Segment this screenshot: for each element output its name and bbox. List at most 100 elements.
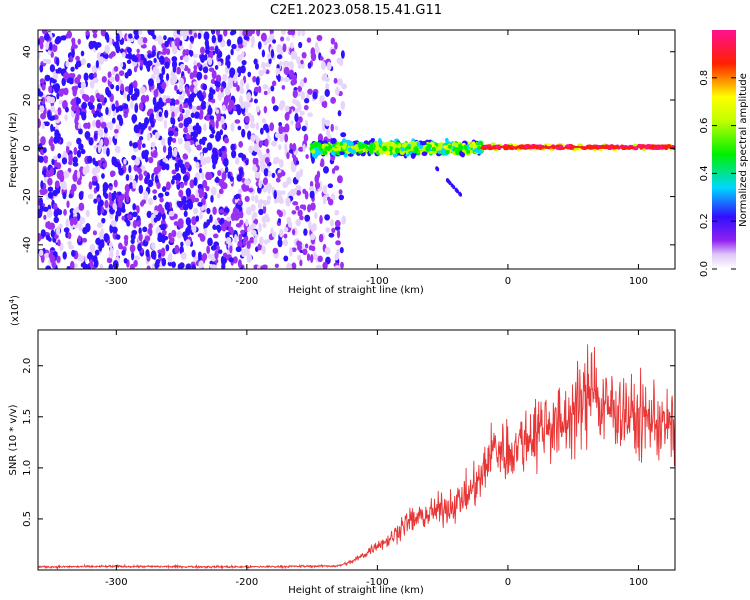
heatmap-cell bbox=[50, 126, 57, 132]
heatmap-cell bbox=[410, 152, 416, 159]
heatmap-cell bbox=[117, 105, 124, 112]
y-tick-label: 2.0 bbox=[22, 358, 33, 374]
colorbar-tick-label: 0.4 bbox=[699, 165, 710, 181]
heatmap-cell bbox=[214, 64, 219, 70]
heatmap-cell bbox=[177, 137, 183, 145]
heatmap-cell bbox=[297, 30, 301, 37]
heatmap-cell bbox=[42, 206, 49, 212]
heatmap-cell bbox=[78, 222, 83, 232]
heatmap-cell bbox=[121, 249, 126, 256]
heatmap-cell bbox=[598, 146, 603, 149]
heatmap-cell bbox=[114, 100, 119, 108]
heatmap-cell bbox=[44, 33, 50, 41]
heatmap-cell bbox=[236, 107, 242, 116]
heatmap-cell bbox=[238, 167, 244, 177]
heatmap-cell bbox=[120, 62, 124, 68]
heatmap-cell bbox=[112, 260, 119, 269]
heatmap-cell bbox=[134, 174, 139, 182]
heatmap-cell bbox=[191, 224, 197, 234]
snr-panel: -300 -200 -100 0 100 0.5 1.0 1.5 2.0 Height of … bbox=[8, 295, 676, 596]
heatmap-cell bbox=[167, 261, 172, 267]
heatmap-cell bbox=[97, 203, 102, 213]
heatmap-cell bbox=[113, 136, 118, 146]
heatmap-cell bbox=[431, 146, 437, 152]
heatmap-cell bbox=[370, 138, 375, 142]
heatmap-cell bbox=[174, 106, 180, 114]
heatmap-cell bbox=[112, 226, 118, 234]
heatmap-cell bbox=[190, 112, 195, 118]
heatmap-cell bbox=[64, 114, 68, 121]
heatmap-cell bbox=[540, 146, 545, 149]
heatmap-cell bbox=[161, 81, 167, 90]
heatmap-cell bbox=[131, 229, 138, 236]
heatmap-cell bbox=[281, 30, 286, 35]
heatmap-cell bbox=[125, 174, 130, 182]
heatmap-cell bbox=[227, 171, 231, 179]
heatmap-cell bbox=[335, 86, 340, 96]
heatmap-cell bbox=[206, 172, 213, 181]
heatmap-cell bbox=[466, 149, 471, 155]
heatmap-cell bbox=[240, 101, 246, 109]
heatmap-cell bbox=[261, 215, 267, 223]
heatmap-cell bbox=[258, 208, 264, 216]
heatmap-cell bbox=[333, 165, 340, 171]
heatmap-cell bbox=[322, 150, 328, 156]
heatmap-cell bbox=[230, 143, 236, 151]
heatmap-cell bbox=[173, 221, 179, 226]
heatmap-cell bbox=[177, 218, 184, 227]
heatmap-cell bbox=[214, 45, 219, 55]
heatmap-cell bbox=[212, 224, 217, 230]
heatmap-cell bbox=[183, 126, 189, 134]
heatmap-cell bbox=[97, 128, 104, 138]
heatmap-cell bbox=[240, 78, 245, 88]
heatmap-cell bbox=[278, 210, 283, 218]
heatmap-cell bbox=[128, 174, 133, 181]
heatmap-cell bbox=[244, 115, 250, 124]
heatmap-cell bbox=[218, 188, 224, 195]
heatmap-cell bbox=[299, 259, 303, 267]
heatmap-cell bbox=[54, 109, 58, 115]
heatmap-cell bbox=[136, 205, 140, 214]
heatmap-cell bbox=[110, 192, 116, 202]
heatmap-cell bbox=[163, 35, 167, 41]
heatmap-cell bbox=[377, 140, 383, 146]
heatmap-cell bbox=[150, 120, 155, 128]
x-tick-label: 0 bbox=[505, 577, 511, 588]
heatmap-cell bbox=[87, 155, 93, 164]
heatmap-cell bbox=[133, 124, 140, 134]
heatmap-cell bbox=[148, 156, 154, 164]
heatmap-cell bbox=[153, 210, 159, 216]
heatmap-cell bbox=[239, 88, 245, 95]
heatmap-cell bbox=[56, 255, 61, 264]
heatmap-cell bbox=[202, 83, 208, 91]
heatmap-cell bbox=[52, 84, 58, 90]
heatmap-cell bbox=[65, 144, 70, 154]
heatmap-cell bbox=[187, 200, 193, 210]
heatmap-cell bbox=[452, 141, 456, 147]
heatmap-cell bbox=[118, 70, 125, 77]
heatmap-cell bbox=[136, 48, 140, 54]
heatmap-cell bbox=[218, 50, 223, 58]
heatmap-cell bbox=[39, 41, 44, 50]
heatmap-cell bbox=[49, 222, 56, 230]
heatmap-cell bbox=[338, 189, 343, 195]
x-tick-label: -100 bbox=[366, 276, 389, 287]
heatmap-cell bbox=[216, 192, 221, 199]
heatmap-cell bbox=[375, 141, 379, 147]
heatmap-cell bbox=[74, 63, 79, 70]
heatmap-cell bbox=[146, 265, 151, 269]
heatmap-cell bbox=[147, 78, 154, 87]
colorbar-tick-label: 0.2 bbox=[699, 213, 710, 229]
heatmap-cell bbox=[262, 123, 269, 131]
heatmap-cell bbox=[125, 195, 130, 203]
heatmap-cell bbox=[72, 209, 77, 215]
snr-x-label: Height of straight line (km) bbox=[288, 585, 424, 596]
colorbar-ticks: 0.0 0.2 0.4 0.6 0.8 bbox=[699, 70, 736, 277]
heatmap-cell bbox=[327, 134, 332, 139]
heatmap-cell bbox=[310, 202, 316, 211]
heatmap-cell bbox=[132, 219, 138, 229]
heatmap-cell bbox=[209, 124, 213, 131]
heatmap-cell bbox=[61, 157, 68, 165]
heatmap-cell bbox=[202, 66, 209, 74]
